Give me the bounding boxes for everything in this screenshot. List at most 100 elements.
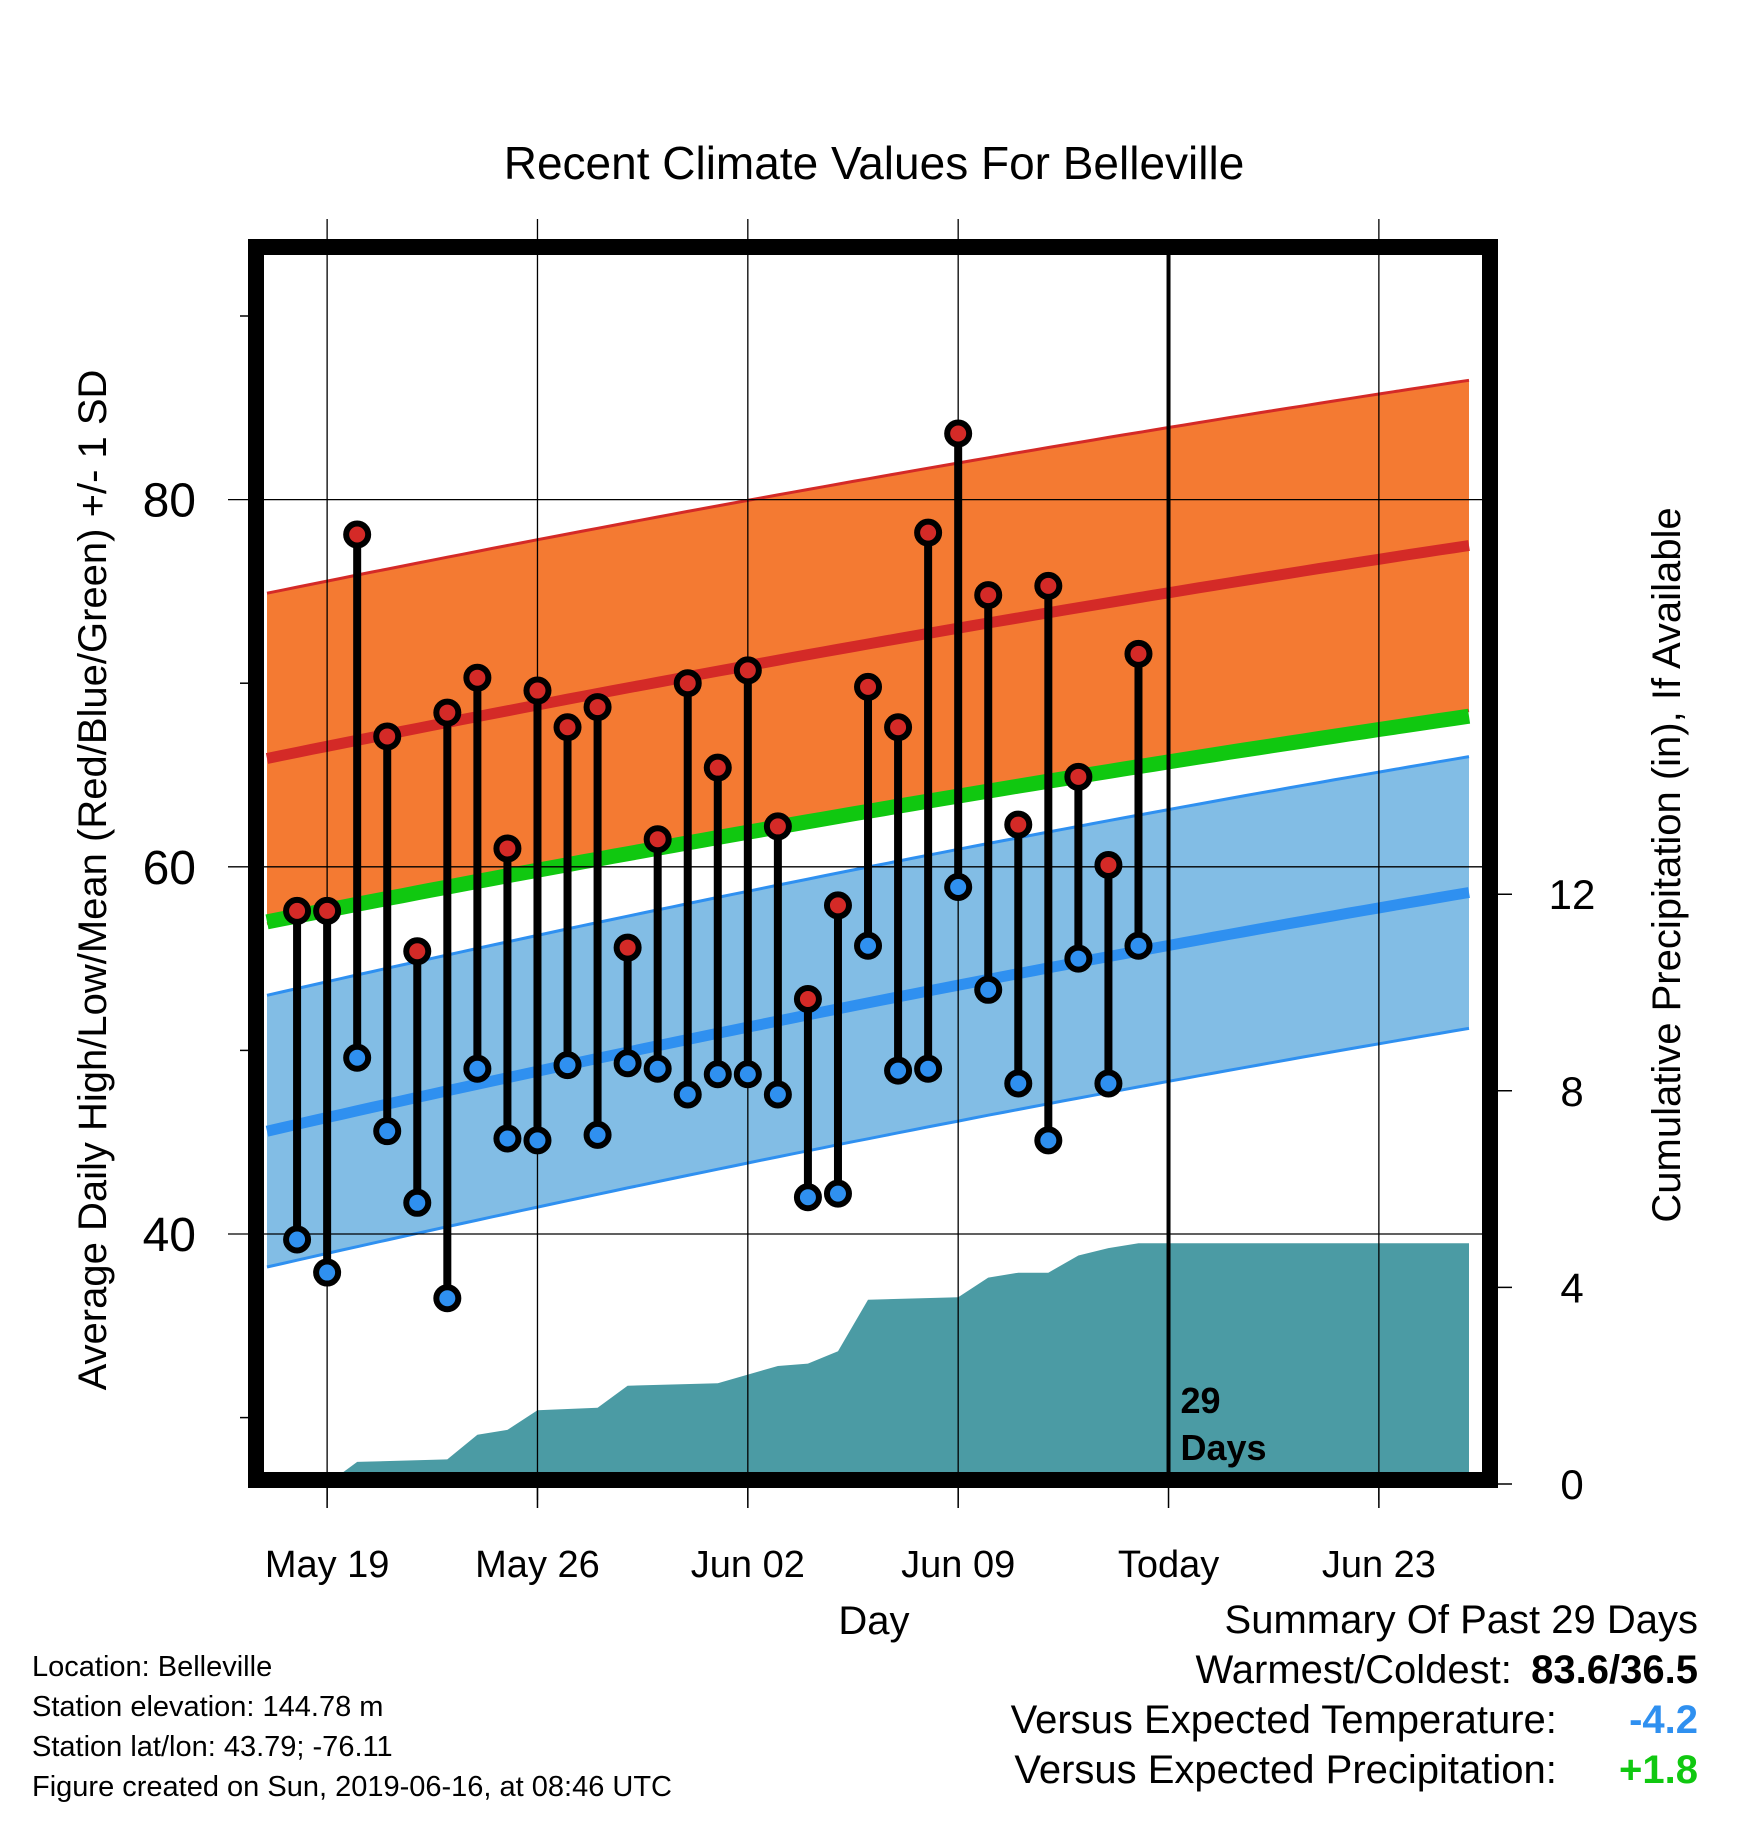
observed-low-point xyxy=(884,1056,913,1085)
chart-title: Recent Climate Values For Belleville xyxy=(504,137,1245,189)
observed-low-point xyxy=(463,1054,492,1083)
precip-area xyxy=(340,1243,1469,1474)
observed-low-point xyxy=(643,1054,672,1083)
observations xyxy=(283,419,1153,1313)
observed-high-point xyxy=(673,669,702,698)
summary-panel: Summary Of Past 29 Days Warmest/Coldest:… xyxy=(1011,1595,1698,1795)
observed-low-point xyxy=(733,1060,762,1089)
y-tick-label-right: 12 xyxy=(1549,871,1596,918)
observed-high-point xyxy=(553,713,582,742)
observed-high-point xyxy=(854,672,883,701)
observed-high-point xyxy=(283,896,312,925)
observed-low-point xyxy=(583,1120,612,1149)
observed-low-point xyxy=(403,1188,432,1217)
normal-high-band-upper-edge xyxy=(266,378,1470,595)
y-tick-label-left: 80 xyxy=(143,475,196,528)
observed-low-point xyxy=(1004,1069,1033,1098)
observed-low-point xyxy=(974,975,1003,1004)
observed-high-point xyxy=(1034,571,1063,600)
observed-high-point xyxy=(944,419,973,448)
observed-high-point xyxy=(373,722,402,751)
today-annotation-line: 29 xyxy=(1181,1380,1221,1421)
observed-low-point xyxy=(313,1258,342,1287)
observed-low-point xyxy=(1124,931,1153,960)
y-tick-label-right: 4 xyxy=(1560,1264,1583,1311)
y-tick-label-right: 8 xyxy=(1560,1068,1583,1115)
y-tick-label-left: 60 xyxy=(143,842,196,895)
observed-low-point xyxy=(914,1054,943,1083)
observed-high-point xyxy=(823,891,852,920)
y-tick-label-right: 0 xyxy=(1560,1461,1583,1508)
observed-high-point xyxy=(313,896,342,925)
x-tick-label: Jun 09 xyxy=(901,1544,1015,1586)
observed-low-point xyxy=(373,1117,402,1146)
location-text: Location: Belleville xyxy=(32,1651,273,1683)
x-tick-label: Today xyxy=(1118,1544,1219,1586)
observed-high-point xyxy=(493,834,522,863)
observed-high-point xyxy=(1064,762,1093,791)
observed-high-point xyxy=(343,520,372,549)
x-tick-label: May 19 xyxy=(265,1544,390,1586)
observed-high-point xyxy=(914,518,943,547)
observed-high-point xyxy=(763,812,792,841)
x-tick-label: Jun 02 xyxy=(691,1544,805,1586)
observed-high-point xyxy=(403,937,432,966)
summary-title: Summary Of Past 29 Days xyxy=(1224,1598,1698,1642)
x-axis-label: Day xyxy=(838,1599,909,1643)
observed-low-point xyxy=(613,1049,642,1078)
observed-high-point xyxy=(974,581,1003,610)
observed-high-point xyxy=(613,933,642,962)
observed-low-point xyxy=(703,1060,732,1089)
observed-low-point xyxy=(1094,1069,1123,1098)
elevation-text: Station elevation: 144.78 m xyxy=(32,1691,384,1723)
today-annotation: 29 Days xyxy=(1181,1380,1267,1468)
observed-low-point xyxy=(823,1179,852,1208)
normal-low-band-lower-edge xyxy=(266,1026,1470,1269)
observed-high-point xyxy=(463,663,492,692)
observed-high-point xyxy=(583,693,612,722)
warmest-label: Warmest/Coldest: xyxy=(1195,1648,1512,1692)
normal-low-line xyxy=(265,887,1470,1137)
observed-low-point xyxy=(793,1183,822,1212)
normal-high-line xyxy=(265,540,1470,764)
observed-low-point xyxy=(763,1080,792,1109)
observed-high-point xyxy=(733,656,762,685)
temp-value: -4.2 xyxy=(1629,1698,1698,1742)
temp-label: Versus Expected Temperature: xyxy=(1010,1698,1557,1742)
latlon-text: Station lat/lon: 43.79; -76.11 xyxy=(32,1731,393,1763)
axes: May 19 May 26 Jun 02 Jun 09 Today Jun 2340608… xyxy=(143,239,1596,1586)
observed-high-point xyxy=(1124,639,1153,668)
observed-high-point xyxy=(884,713,913,742)
observed-high-point xyxy=(643,825,672,854)
observed-high-point xyxy=(703,753,732,782)
today-annotation-line: Days xyxy=(1181,1427,1267,1468)
warmest-value: 83.6/36.5 xyxy=(1531,1648,1698,1692)
observed-high-point xyxy=(1004,810,1033,839)
observed-high-point xyxy=(523,676,552,705)
observed-low-point xyxy=(944,872,973,901)
summary-temp-row: Versus Expected Temperature: -4.2 xyxy=(1011,1695,1698,1745)
observed-low-point xyxy=(493,1124,522,1153)
y-tick-label-left: 40 xyxy=(143,1209,196,1262)
observed-low-point xyxy=(283,1225,312,1254)
created-text: Figure created on Sun, 2019-06-16, at 08… xyxy=(32,1771,672,1803)
precip-value: +1.8 xyxy=(1619,1748,1698,1792)
observed-low-point xyxy=(673,1080,702,1109)
plot-frame xyxy=(248,239,1498,1488)
y-axis-left-label: Average Daily High/Low/Mean (Red/Blue/Gr… xyxy=(71,370,115,1391)
observed-low-point xyxy=(433,1284,462,1313)
x-tick-label: Jun 23 xyxy=(1322,1544,1436,1586)
precip-label: Versus Expected Precipitation: xyxy=(1014,1748,1557,1792)
x-tick-label: May 26 xyxy=(475,1544,600,1586)
observed-low-point xyxy=(1064,944,1093,973)
station-info: Location: Belleville Station elevation: … xyxy=(32,1647,672,1807)
observed-low-point xyxy=(343,1043,372,1072)
observed-low-point xyxy=(854,931,883,960)
y-axis-right-label: Cumulative Precipitation (in), If Availa… xyxy=(1645,507,1689,1222)
observed-low-point xyxy=(1034,1126,1063,1155)
observed-high-point xyxy=(793,984,822,1013)
summary-precip-row: Versus Expected Precipitation: +1.8 xyxy=(1011,1745,1698,1795)
observed-high-point xyxy=(1094,850,1123,879)
summary-warmest-row: Warmest/Coldest: 83.6/36.5 xyxy=(1011,1645,1699,1695)
